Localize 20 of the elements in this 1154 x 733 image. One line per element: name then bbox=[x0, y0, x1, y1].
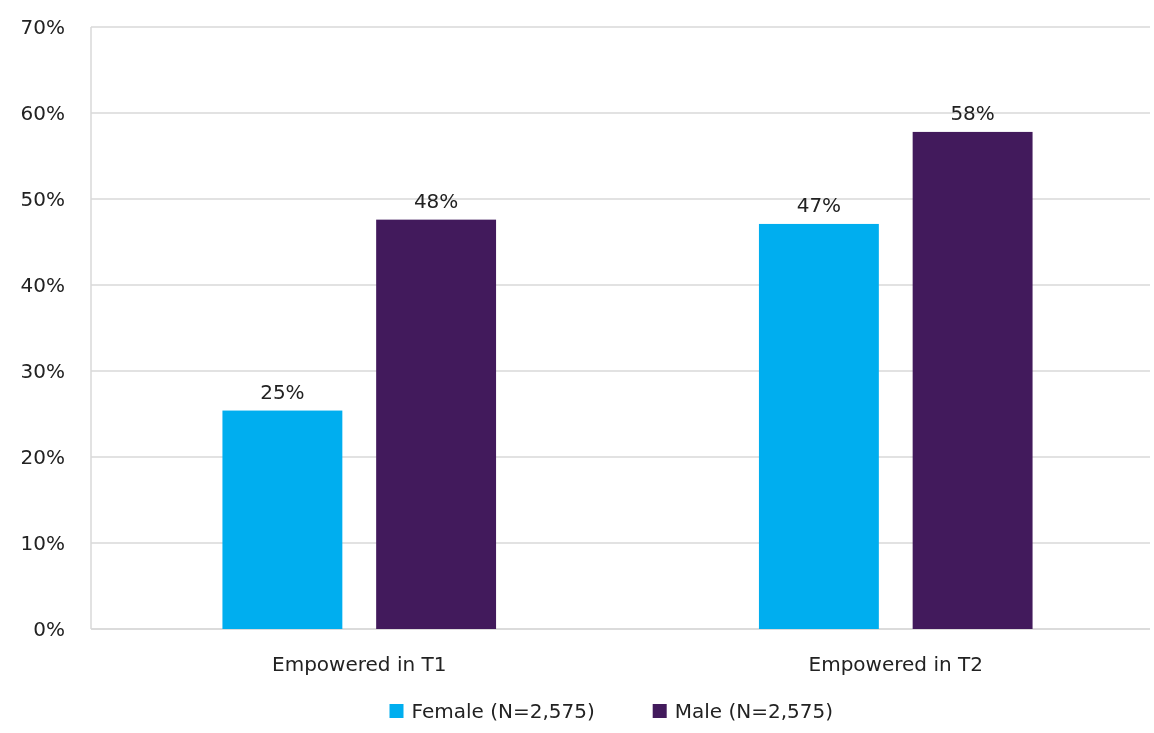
bar bbox=[376, 219, 497, 629]
y-tick-label: 70% bbox=[20, 15, 65, 39]
data-label: 48% bbox=[413, 188, 459, 213]
y-tick-label: 0% bbox=[33, 617, 65, 641]
legend-label: Female (N=2,575) bbox=[411, 699, 595, 723]
y-tick-label: 20% bbox=[20, 445, 65, 469]
bar bbox=[758, 223, 879, 629]
x-tick-label: Empowered in T2 bbox=[808, 652, 983, 676]
x-tick-label: Empowered in T1 bbox=[272, 652, 447, 676]
data-label: 58% bbox=[950, 100, 995, 125]
legend-label: Male (N=2,575) bbox=[674, 699, 834, 723]
y-tick-label: 40% bbox=[20, 273, 65, 297]
bar bbox=[912, 131, 1033, 629]
y-tick-label: 50% bbox=[20, 187, 65, 211]
y-tick-label: 10% bbox=[20, 531, 65, 555]
data-label: 47% bbox=[796, 192, 842, 217]
y-tick-label: 60% bbox=[20, 101, 65, 125]
data-label: 25% bbox=[260, 379, 305, 404]
y-tick-label: 30% bbox=[20, 359, 65, 383]
bar bbox=[222, 410, 343, 629]
